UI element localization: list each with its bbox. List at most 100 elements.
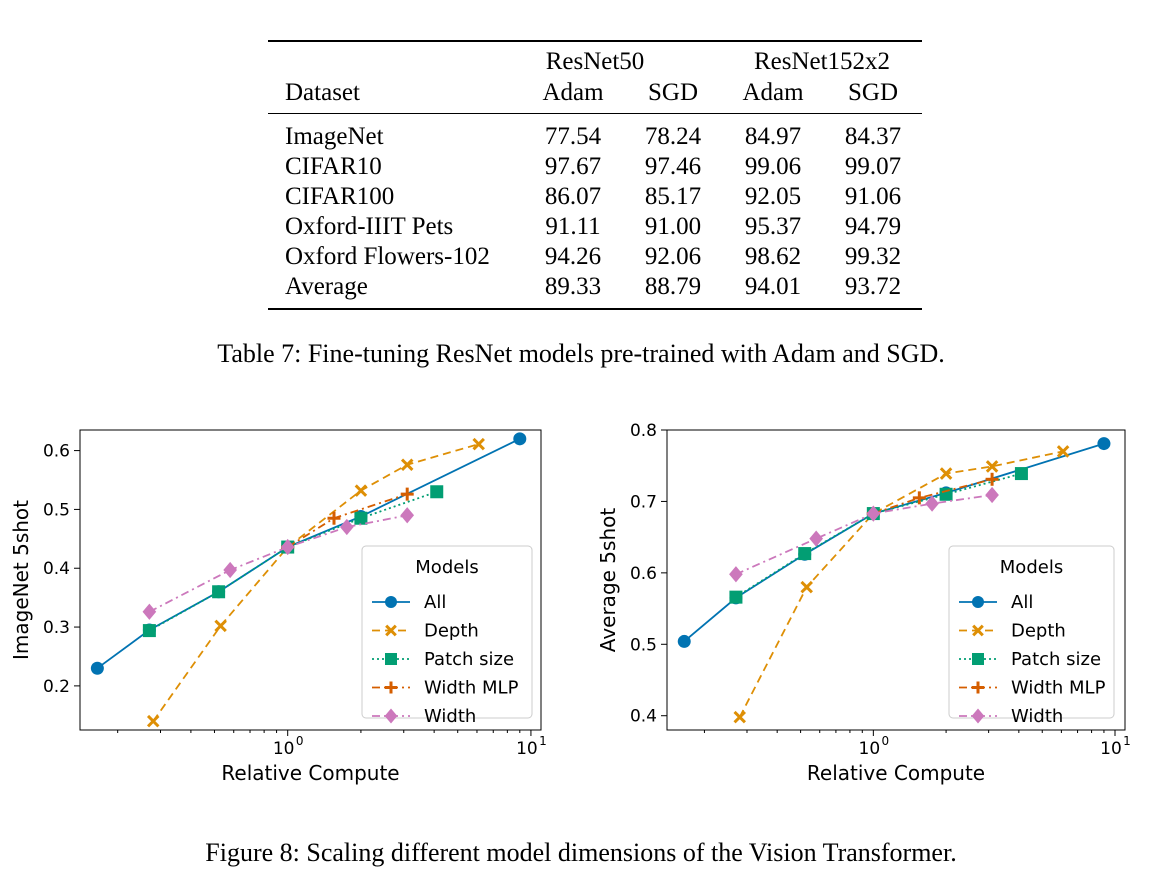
legend-marker	[972, 653, 984, 665]
header-group-resnet152x2: ResNet152x2	[753, 48, 891, 75]
table-cell: 98.62	[744, 243, 802, 270]
data-point	[939, 467, 953, 480]
row-label: CIFAR100	[285, 183, 395, 210]
data-point	[212, 585, 226, 599]
table-cell: 94.26	[544, 243, 602, 270]
legend-label: Patch size	[1011, 649, 1101, 670]
table-bottom-rule	[268, 308, 922, 310]
column-header-adam-resnet152x2: Adam	[742, 79, 804, 106]
table-caption: Table 7: Fine-tuning ResNet models pre-t…	[217, 339, 945, 368]
header-group-resnet50: ResNet50	[545, 48, 645, 75]
legend: Models All Depth Patch size Width MLP Width	[948, 545, 1115, 727]
data-point	[985, 472, 999, 486]
table-cell: 77.54	[544, 123, 602, 150]
marker-stroke	[354, 484, 368, 497]
x-tick-label: 10	[273, 739, 295, 759]
series-line	[152, 443, 479, 722]
legend-marker	[385, 653, 397, 665]
marker-stroke	[400, 458, 414, 471]
y-tick-label: 0.5	[630, 635, 657, 655]
data-point	[800, 580, 813, 594]
table-mid-rule	[268, 113, 922, 114]
plot-frame	[666, 429, 1126, 731]
legend-label: Depth	[424, 621, 479, 642]
table-cell: 91.06	[844, 183, 902, 210]
data-point	[142, 603, 157, 620]
data-point	[985, 486, 999, 504]
table-cell: 91.11	[545, 213, 601, 240]
table-cell: 89.33	[544, 273, 602, 300]
table-cell: 86.07	[544, 183, 602, 210]
table-cell: 92.06	[644, 243, 702, 270]
data-point	[912, 491, 926, 505]
x-tick-exponent: 1	[1123, 734, 1131, 748]
legend-title: Models	[1000, 557, 1063, 578]
data-point	[223, 561, 237, 579]
legend-label: All	[1011, 592, 1033, 613]
table-cell: 91.00	[644, 213, 702, 240]
legend-label: Width MLP	[1011, 678, 1106, 699]
table-cell: 97.46	[644, 153, 702, 180]
legend-marker	[385, 624, 397, 637]
data-point	[798, 547, 812, 561]
legend-label: Width	[1011, 706, 1063, 727]
x-tick-exponent: 0	[882, 734, 890, 748]
table-cell: 93.72	[844, 273, 902, 300]
data-point	[513, 432, 527, 446]
row-label: Oxford Flowers-102	[285, 243, 490, 270]
x-tick-exponent: 0	[296, 734, 304, 748]
y-tick-label: 0.6	[630, 564, 657, 584]
table-cell: 92.05	[744, 183, 802, 210]
y-tick-label: 0.6	[43, 442, 70, 462]
data-point	[280, 538, 295, 556]
table-cell: 84.37	[844, 123, 902, 150]
table-top-rule	[268, 40, 922, 42]
table-cell: 78.24	[644, 123, 702, 150]
data-point	[1097, 437, 1111, 451]
data-point	[400, 487, 414, 501]
y-tick-label: 0.8	[630, 421, 657, 441]
row-label: Oxford-IIIT Pets	[285, 213, 454, 240]
legend-marker	[972, 624, 984, 637]
series-width	[142, 507, 415, 620]
data-point	[430, 485, 444, 499]
data-point	[90, 661, 104, 675]
data-point	[472, 437, 485, 451]
data-point	[400, 458, 414, 471]
x-tick-label: 10	[1100, 739, 1122, 759]
legend-label: Width	[424, 706, 476, 727]
data-point	[729, 566, 743, 583]
data-point	[354, 511, 368, 525]
y-axis-label: ImageNet 5shot	[9, 500, 33, 660]
x-tick-label: 10	[859, 739, 881, 759]
table-cell: 99.32	[844, 243, 902, 270]
marker-stroke	[1056, 445, 1070, 458]
marker-stroke	[733, 710, 747, 724]
table-cell: 99.06	[744, 153, 802, 180]
y-axis-label: Average 5shot	[596, 508, 620, 653]
marker-stroke	[985, 460, 999, 473]
table-cell: 94.01	[744, 273, 802, 300]
y-tick-label: 0.4	[43, 559, 70, 579]
legend-marker	[385, 596, 397, 608]
column-header-sgd-resnet152x2: SGD	[847, 79, 898, 106]
x-axis-label: Relative Compute	[221, 761, 399, 785]
legend-label: Patch size	[424, 649, 514, 670]
data-point	[214, 619, 227, 633]
column-header-sgd-resnet50: SGD	[647, 79, 698, 106]
data-point	[327, 511, 341, 525]
legend-box	[361, 545, 533, 719]
data-point	[146, 714, 160, 728]
y-tick-label: 0.4	[630, 707, 657, 727]
table-cell: 99.07	[844, 153, 902, 180]
y-tick-label: 0.3	[43, 618, 70, 638]
marker-stroke	[972, 624, 984, 637]
data-point	[400, 507, 415, 524]
row-label: Average	[285, 273, 368, 300]
legend-marker	[972, 596, 984, 608]
legend-marker	[384, 708, 398, 724]
data-point	[939, 487, 953, 501]
legend-label: Width MLP	[424, 678, 519, 699]
legend: Models All Depth Patch size Width MLP Width	[361, 545, 533, 727]
